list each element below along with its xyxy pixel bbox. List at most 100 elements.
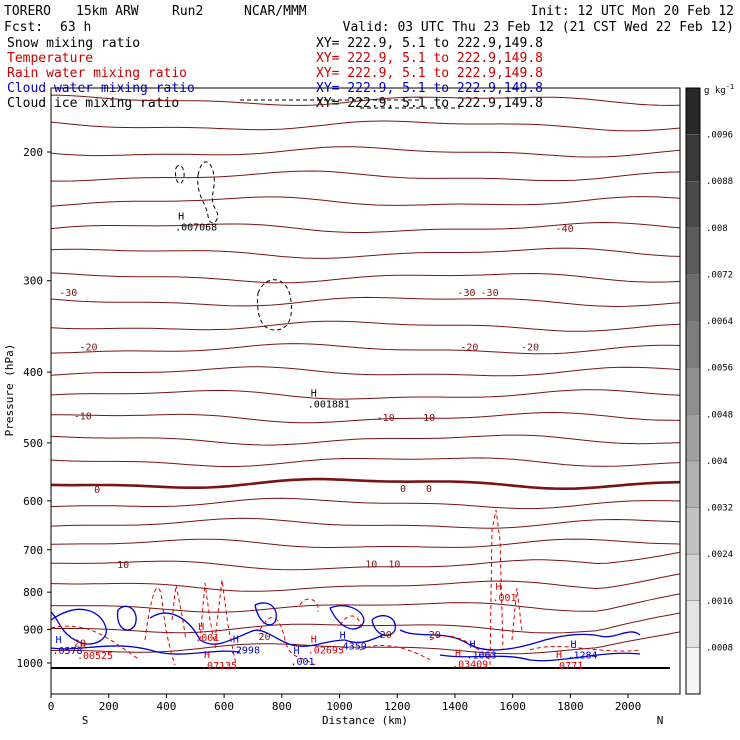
x-tick-label: 400 (156, 700, 176, 713)
snow-ice-contour (175, 164, 185, 184)
y-tick-label: 600 (23, 495, 43, 508)
x-tick-label: 2000 (615, 700, 642, 713)
y-tick-label: 900 (23, 624, 43, 637)
colorbar-tick-label: .0048 (706, 410, 733, 420)
colorbar-tick-label: .0016 (706, 597, 733, 607)
legend-temperature: Temperature (7, 51, 93, 66)
rain-contour (511, 587, 523, 641)
cloud-water-contour (329, 605, 365, 630)
rain-contour (359, 644, 431, 661)
colorbar-unit: g kg-1 (704, 83, 734, 96)
colorbar-segment (685, 647, 701, 695)
isotherm-label: -10 (74, 411, 92, 422)
run-label: Run2 (172, 4, 203, 19)
colorbar-tick-label: .0032 (706, 504, 733, 514)
extremum-marker: H (178, 211, 184, 222)
colorbar-tick-label: .0064 (706, 317, 733, 327)
extremum-value: .1663 (466, 650, 496, 661)
y-tick-label: 500 (23, 437, 43, 450)
extremum-marker: H (233, 634, 239, 645)
isotherm-line (51, 573, 680, 592)
figure-header: TORERO 15km ARW Run2 NCAR/MMM Init: 12 U… (4, 4, 734, 35)
x-tick-label: 1200 (384, 700, 411, 713)
rain-contour (144, 587, 176, 666)
isotherm-label: -20 (79, 342, 97, 353)
colorbar: .0096 .0088 .008 .0072 .0064 .0056 .0048 .004 .0… (685, 83, 734, 695)
isotherm-line (51, 434, 680, 446)
isotherm-label: 20 (380, 630, 392, 641)
isotherm-label: 20 (429, 630, 441, 641)
isotherm-line (51, 196, 680, 207)
extremum-marker: H (198, 622, 204, 633)
isotherm-line (51, 389, 680, 400)
extremum-value: .001 (492, 593, 516, 604)
isotherm-label: -20 (460, 342, 478, 353)
rain-contour (429, 635, 491, 661)
x-tick-label: 0 (48, 700, 55, 713)
x-axis-title: Distance (km) (322, 714, 408, 727)
colorbar-tick-label: .0072 (706, 270, 733, 280)
extremum-value: .1284 (567, 650, 597, 661)
isotherm-line (51, 411, 680, 424)
colorbar-segment (685, 274, 701, 322)
x-tick-label: 200 (99, 700, 119, 713)
below-ground-fill (51, 663, 680, 694)
isotherm-line (51, 497, 680, 510)
extremum-value: .2998 (230, 645, 260, 656)
y-tick-label: 700 (23, 544, 43, 557)
extremum-value: .07135 (201, 661, 237, 672)
colorbar-tick-label: .0008 (706, 643, 733, 653)
isotherm-line (51, 247, 680, 259)
isotherm-label: 0 (400, 484, 406, 495)
colorbar-segment (685, 507, 701, 555)
legend-rain: Rain water mixing ratio (7, 66, 187, 81)
isotherm-label: -30 (457, 288, 475, 299)
colorbar-tick-labels: .0096 .0088 .008 .0072 .0064 .0056 .0048 .004 .0… (706, 131, 733, 654)
extremum-marker: H (55, 635, 61, 646)
rain-contour (489, 509, 504, 666)
legend-cloud-ice: Cloud ice mixing ratio (7, 96, 179, 111)
x-tick-label: 1000 (326, 700, 353, 713)
y-tick-label: 800 (23, 586, 43, 599)
isotherm-label: 20 (258, 632, 270, 643)
colorbar-segment (685, 600, 701, 648)
valid-time: Valid: 03 UTC Thu 23 Feb 12 (21 CST Wed … (343, 20, 734, 35)
rain-contour (339, 615, 363, 631)
isotherm-line (51, 296, 680, 308)
colorbar-tick-label: .0056 (706, 364, 733, 374)
isotherm-label: -30 (481, 288, 499, 299)
rain-contour (51, 625, 141, 661)
extremum-value: .0771 (553, 661, 583, 672)
x-tick-label: 600 (214, 700, 234, 713)
extremum-marker: H (495, 582, 501, 593)
isotherm-label: -40 (556, 224, 574, 235)
org-label: NCAR/MMM (244, 4, 307, 19)
extremum-value: .00525 (77, 651, 113, 662)
colorbar-segment (685, 227, 701, 275)
isotherm-line (51, 457, 680, 468)
model-name: TORERO (4, 4, 51, 19)
isotherm-line (51, 343, 680, 355)
y-tick-label: 200 (23, 146, 43, 159)
colorbar-tick-label: .004 (706, 457, 728, 467)
extremum-value: .4359 (337, 641, 367, 652)
legend-snow-xy: XY= 222.9, 5.1 to 222.9,149.8 (316, 36, 543, 51)
y-axis-title: Pressure (hPa) (3, 344, 16, 437)
snow-ice-contour (197, 161, 219, 224)
init-time: Init: 12 UTC Mon 20 Feb 12 (531, 4, 735, 19)
colorbar-tick-label: .0024 (706, 550, 733, 560)
extremum-value: .007068 (175, 222, 217, 233)
field-legend: Snow mixing ratio XY= 222.9, 5.1 to 222.… (7, 36, 543, 111)
plot-area: -40 -30 -30 -30 -20 -20 -20 -10 -10 -10 0 0 0 10 10 10 2… (3, 87, 681, 727)
colorbar-unit-exponent: -1 (726, 83, 734, 91)
colorbar-segment (685, 134, 701, 182)
extremum-value: .001881 (308, 399, 350, 410)
extremum-marker: H (340, 630, 346, 641)
extremum-marker: H (311, 634, 317, 645)
isotherm-line (51, 120, 680, 132)
isotherm-line (51, 221, 680, 233)
extremum-value: .03409 (452, 659, 488, 670)
colorbar-segment (685, 87, 701, 135)
rain-contour (171, 584, 187, 641)
